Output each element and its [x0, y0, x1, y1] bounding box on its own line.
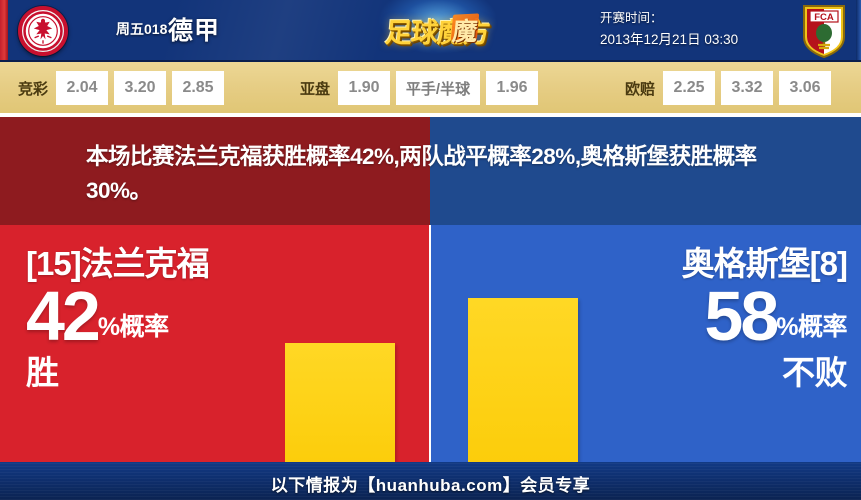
odds-cell-away[interactable]: 3.06: [779, 71, 832, 105]
kickoff-value: 2013年12月21日 03:30: [600, 32, 739, 47]
odds-cell-draw[interactable]: 3.32: [721, 71, 774, 105]
away-probability-bar: [468, 298, 578, 462]
odds-cell-home[interactable]: 1.90: [338, 71, 391, 105]
home-percent-row: 42 %概率: [26, 277, 209, 355]
odds-group-label: 亚盘: [300, 80, 331, 98]
away-percent-row: 58 %概率: [682, 277, 847, 355]
odds-cell-home[interactable]: 2.04: [56, 71, 109, 105]
brand-text: 足球魔方: [383, 18, 491, 48]
footer-bar: 以下情报为【huanhuba.com】会员专享: [0, 462, 861, 500]
odds-group-label: 欧赔: [625, 80, 656, 98]
kickoff-label: 开赛时间：: [600, 11, 663, 25]
home-team-name: [15]法兰克福: [26, 245, 210, 282]
svg-text:FCA: FCA: [814, 12, 834, 23]
home-probability-bar: [285, 343, 395, 462]
probability-panels: [15]法兰克福 42 %概率 胜 奥格斯堡[8] 58 %概率 不败: [0, 225, 861, 462]
panel-divider: [429, 225, 431, 462]
away-team-name: 奥格斯堡[8]: [681, 245, 848, 282]
odds-cell-away[interactable]: 2.85: [172, 71, 225, 105]
home-percent-suffix: %概率: [97, 313, 169, 341]
away-percent-suffix: %概率: [776, 313, 847, 341]
odds-cell-handicap[interactable]: 平手/半球: [396, 71, 481, 105]
eintracht-frankfurt-crest-icon: [18, 6, 68, 56]
odds-cell-away[interactable]: 1.96: [486, 71, 539, 105]
header-bottom-line: [0, 60, 861, 62]
footer-texture: [0, 462, 861, 500]
away-team-panel: 奥格斯堡[8] 58 %概率 不败: [430, 225, 861, 462]
away-percent-number: 58: [704, 277, 779, 355]
odds-cell-home[interactable]: 2.25: [663, 71, 716, 105]
odds-group-european: 欧赔 2.25 3.32 3.06: [625, 71, 832, 105]
home-team-panel: [15]法兰克福 42 %概率 胜: [0, 225, 430, 462]
footer-text: 以下情报为【huanhuba.com】会员专享: [270, 476, 591, 495]
odds-bar: 竞彩 2.04 3.20 2.85 亚盘 1.90 平手/半球 1.96 欧赔 …: [0, 62, 861, 115]
brand-accent-char: 魔: [451, 18, 479, 46]
home-outcome-label: 胜: [26, 354, 59, 391]
brand-glow: [360, 0, 515, 62]
header-right-blue-edge: [856, 0, 861, 62]
home-percent-number: 42: [26, 277, 101, 355]
summary-left-background: [0, 117, 430, 225]
league-name: 德甲: [168, 17, 221, 45]
brand-logo: 足球魔方 魔: [360, 0, 515, 62]
kickoff-time: 开赛时间： 2013年12月21日 03:30: [600, 8, 775, 50]
odds-group-jingcai: 竞彩 2.04 3.20 2.85: [18, 71, 225, 105]
away-team-block: 奥格斯堡[8] 58 %概率 不败: [681, 245, 848, 393]
odds-cell-draw[interactable]: 3.20: [114, 71, 167, 105]
home-team-block: [15]法兰克福 42 %概率 胜: [26, 245, 210, 393]
summary-banner: 本场比赛法兰克福获胜概率42%,两队战平概率28%,奥格斯堡获胜概率30%。: [0, 117, 861, 225]
header-left-red-edge: [0, 0, 8, 62]
fc-augsburg-crest-icon: FCA: [801, 3, 847, 59]
header-bar: 周五018 德甲 足球魔方 魔 开赛时间： 2013年12月21日 03:30 …: [0, 0, 861, 62]
match-round-label: 周五018: [116, 21, 168, 37]
odds-group-asian-handicap: 亚盘 1.90 平手/半球 1.96: [300, 71, 539, 105]
away-outcome-label: 不败: [782, 354, 848, 391]
summary-right-background: [430, 117, 861, 225]
odds-group-label: 竞彩: [18, 80, 49, 98]
summary-text: 本场比赛法兰克福获胜概率42%,两队战平概率28%,奥格斯堡获胜概率30%。: [86, 144, 757, 203]
